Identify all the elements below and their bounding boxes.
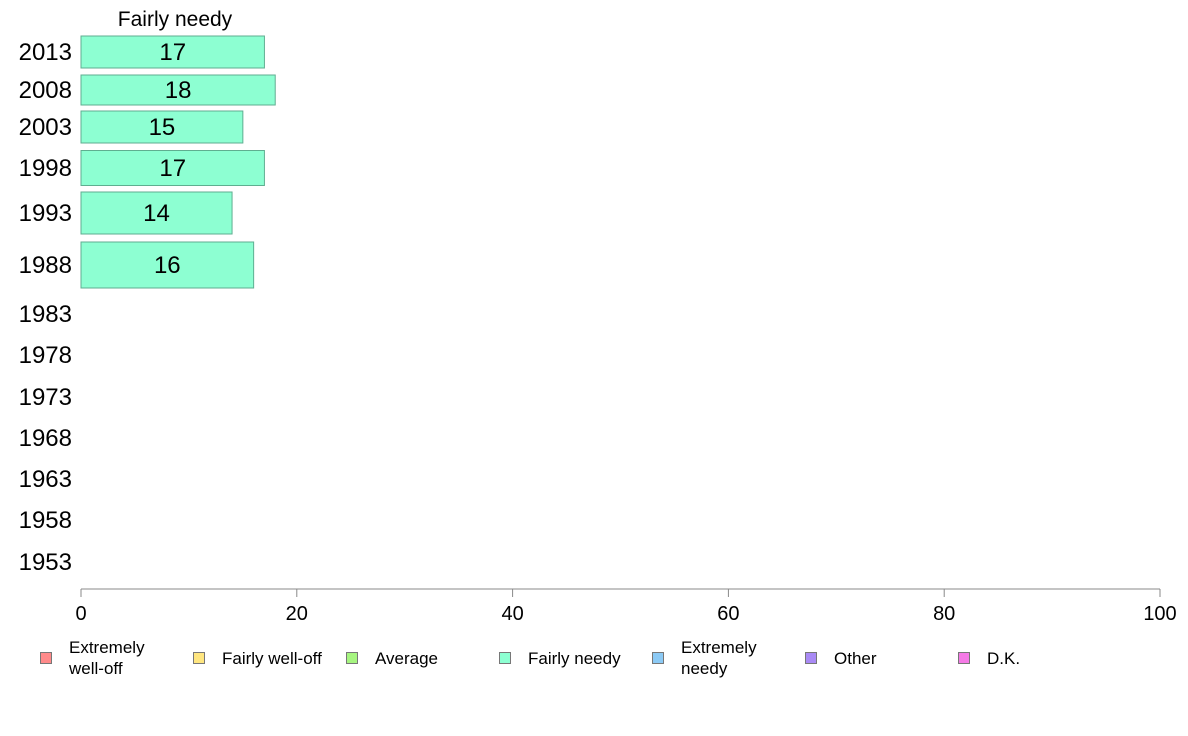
legend-label: Fairly well-off (222, 648, 322, 668)
legend-swatch (346, 652, 358, 664)
bar-fairly-needy (80, 74, 276, 106)
bar-fairly-needy (80, 150, 265, 186)
y-tick-label: 2008 (19, 77, 72, 104)
legend-label: Average (375, 648, 439, 668)
bar-fairly-needy (80, 191, 233, 235)
x-tick-label: 20 (286, 603, 308, 625)
legend-item: Extremely well-off (40, 636, 145, 680)
legend-label: Fairly needy (528, 648, 621, 668)
y-tick-label: 2003 (19, 114, 72, 141)
y-tick-label: 1983 (19, 301, 72, 328)
legend-item: Average (346, 636, 438, 680)
legend-label: Extremely needy (681, 638, 757, 678)
bar-value-label: 15 (149, 114, 176, 141)
x-tick-label: 80 (933, 603, 955, 625)
bar-value-label: 17 (159, 39, 186, 66)
legend-swatch (193, 652, 205, 664)
legend-swatch (499, 652, 511, 664)
x-tick-label: 0 (75, 603, 86, 625)
legend: Extremely well-off Fairly well-off Average… (0, 636, 1188, 686)
y-tick-label: 2013 (19, 39, 72, 66)
bar-fairly-needy (80, 35, 265, 69)
legend-item: D.K. (958, 636, 1020, 680)
y-tick-label: 1978 (19, 342, 72, 369)
legend-item: Other (805, 636, 877, 680)
legend-label: Other (834, 648, 877, 668)
y-tick-label: 1958 (19, 507, 72, 534)
x-tick-label: 60 (717, 603, 739, 625)
bar-fairly-needy (80, 241, 255, 289)
y-tick-label: 1968 (19, 425, 72, 452)
bar-value-label: 17 (159, 155, 186, 182)
legend-swatch (958, 652, 970, 664)
x-tick-label: 40 (501, 603, 523, 625)
legend-label: D.K. (987, 648, 1021, 668)
legend-swatch (40, 652, 52, 664)
y-tick-label: 1973 (19, 384, 72, 411)
legend-swatch (805, 652, 817, 664)
y-tick-label: 1993 (19, 200, 72, 227)
legend-item: Extremely needy (652, 636, 757, 680)
bar-value-label: 18 (165, 77, 192, 104)
bar-chart: Fairly needy 17 18 15 17 14 16 2013 2008 2003 19… (19, 8, 1177, 625)
x-tick-label: 100 (1143, 603, 1176, 625)
bar-value-label: 16 (154, 252, 181, 279)
legend-item: Fairly needy (499, 636, 621, 680)
bar-fairly-needy (80, 110, 244, 144)
y-tick-label: 1963 (19, 466, 72, 493)
legend-swatch (652, 652, 664, 664)
y-tick-label: 1988 (19, 252, 72, 279)
legend-label: Extremely well-off (69, 638, 145, 678)
y-tick-label: 1953 (19, 549, 72, 576)
y-tick-label: 1998 (19, 155, 72, 182)
legend-item: Fairly well-off (193, 636, 322, 680)
chart-title: Fairly needy (118, 8, 233, 31)
bar-value-label: 14 (143, 200, 170, 227)
